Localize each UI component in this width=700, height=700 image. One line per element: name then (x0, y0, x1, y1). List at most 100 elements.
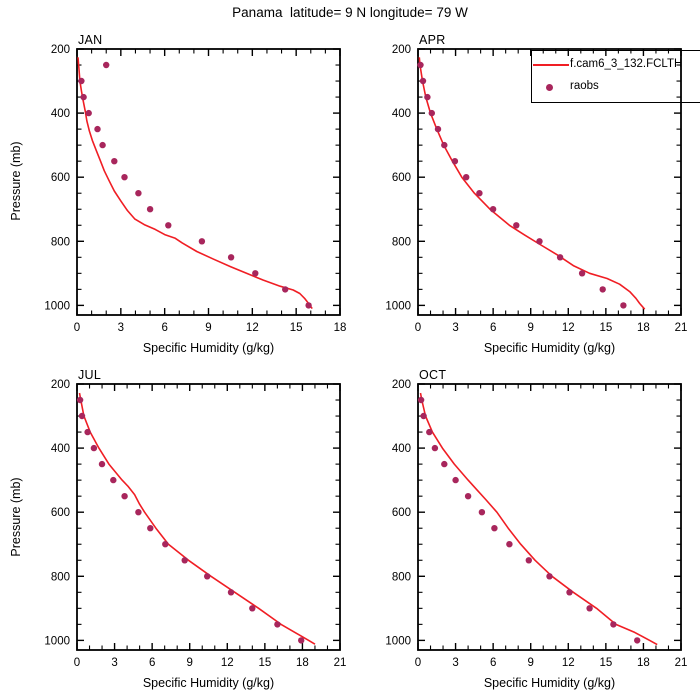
raobs-dot (90, 444, 98, 452)
raobs-dot (546, 573, 553, 580)
x-tick-label: 15 (599, 322, 612, 334)
y-tick-label: 1000 (385, 635, 411, 647)
raobs-dot (634, 637, 641, 644)
raobs-dot (121, 493, 128, 500)
y-axis-title-bottom: Pressure (mb) (9, 477, 23, 557)
x-tick-label: 9 (187, 657, 193, 669)
y-tick-label: 600 (392, 172, 411, 184)
raobs-dot (463, 174, 470, 181)
x-tick-label: 18 (334, 322, 347, 334)
x-tick-label: 3 (111, 657, 117, 669)
x-tick-label: 15 (599, 657, 612, 669)
x-tick-label: 18 (637, 322, 650, 334)
x-tick-label: 15 (290, 322, 303, 334)
raobs-dot (525, 557, 532, 564)
raobs-dot (165, 222, 172, 229)
raobs-dot (476, 190, 483, 197)
y-tick-label: 200 (392, 379, 411, 391)
raobs-dot (227, 589, 235, 596)
plot-frame (76, 48, 341, 316)
x-axis-title-jan: Specific Humidity (g/kg) (142, 341, 275, 355)
raobs-dot (198, 238, 206, 245)
x-tick-label: 6 (490, 657, 496, 669)
raobs-dot (146, 206, 154, 213)
x-tick-label: 21 (334, 657, 347, 669)
raobs-dot (135, 190, 142, 197)
x-tick-label: 3 (118, 322, 124, 334)
y-tick-label: 200 (392, 44, 411, 56)
panel-title-oct: OCT (419, 368, 447, 382)
raobs-dot (566, 589, 573, 596)
raobs-dot (586, 605, 593, 612)
x-tick-label: 0 (415, 657, 421, 669)
x-tick-label: 9 (205, 322, 211, 334)
raobs-dot (78, 77, 85, 85)
model-line (418, 57, 646, 310)
panel-oct: 0 3 6 9 12 15 18 21 200 400 600 800 1000 (385, 379, 687, 669)
model-line (419, 392, 658, 646)
raobs-dot (94, 125, 101, 133)
panel-title-jan: JAN (78, 33, 103, 47)
raobs-dot (452, 476, 459, 484)
x-axis-title-jul: Specific Humidity (g/kg) (142, 676, 275, 690)
raobs-dot (419, 77, 427, 85)
raobs-dot (556, 254, 564, 261)
x-tick-label: 12 (246, 322, 259, 334)
x-axis-title-apr: Specific Humidity (g/kg) (483, 341, 616, 355)
x-tick-label: 18 (296, 657, 309, 669)
raobs-dot (305, 302, 312, 309)
raobs-dot (298, 637, 305, 644)
raobs-dot (80, 93, 87, 101)
x-tick-label: 6 (161, 322, 167, 334)
legend-dot-sample (546, 84, 553, 91)
x-axis-title-oct: Specific Humidity (g/kg) (483, 676, 616, 690)
x-tick-label: 21 (675, 657, 688, 669)
raobs-dot (506, 541, 513, 548)
panel-jan: 0 3 6 9 12 15 18 200 400 600 800 1000 (44, 44, 346, 334)
raobs-dot (227, 254, 235, 261)
raobs-dot (111, 158, 118, 165)
raobs-dot (536, 238, 543, 245)
raobs-dot (513, 222, 520, 229)
raobs-dot (282, 286, 289, 293)
x-tick-label: 6 (490, 322, 496, 334)
panel-title-jul: JUL (78, 368, 102, 382)
raobs-dot (431, 444, 439, 452)
model-line (78, 392, 316, 645)
raobs-dot (252, 270, 259, 277)
raobs-dot (428, 109, 435, 117)
raobs-dot (424, 93, 431, 101)
x-tick-label: 15 (258, 657, 271, 669)
raobs-dot (103, 61, 110, 69)
plot-frame (417, 383, 682, 651)
raobs-dot (610, 621, 617, 628)
raobs-dot (620, 302, 627, 309)
raobs-dot (441, 460, 448, 468)
panel-apr: 0 3 6 9 12 15 18 21 200 400 600 800 1000 (385, 44, 687, 334)
raobs-dot (99, 141, 106, 149)
panel-jul: 0 3 6 9 12 15 18 21 200 400 600 800 1000 (44, 379, 346, 669)
raobs-dot (464, 493, 472, 500)
y-tick-label: 800 (51, 236, 70, 248)
y-tick-label: 400 (51, 443, 70, 455)
raobs-dot (441, 141, 448, 149)
raobs-dot (85, 109, 92, 117)
x-tick-label: 6 (149, 657, 155, 669)
y-tick-label: 400 (392, 108, 411, 120)
x-tick-label: 3 (452, 322, 458, 334)
x-tick-label: 12 (562, 322, 575, 334)
y-tick-label: 800 (392, 571, 411, 583)
plot-frame (76, 383, 341, 651)
x-tick-label: 12 (562, 657, 575, 669)
y-tick-label: 1000 (44, 635, 70, 647)
y-tick-label: 600 (51, 507, 70, 519)
raobs-dot (110, 476, 117, 484)
raobs-dot (491, 525, 498, 532)
raobs-dot (417, 396, 425, 404)
raobs-dot (434, 125, 442, 133)
plot-frame (417, 48, 682, 316)
x-tick-label: 18 (637, 657, 650, 669)
x-tick-label: 9 (528, 322, 534, 334)
x-tick-label: 0 (74, 322, 80, 334)
